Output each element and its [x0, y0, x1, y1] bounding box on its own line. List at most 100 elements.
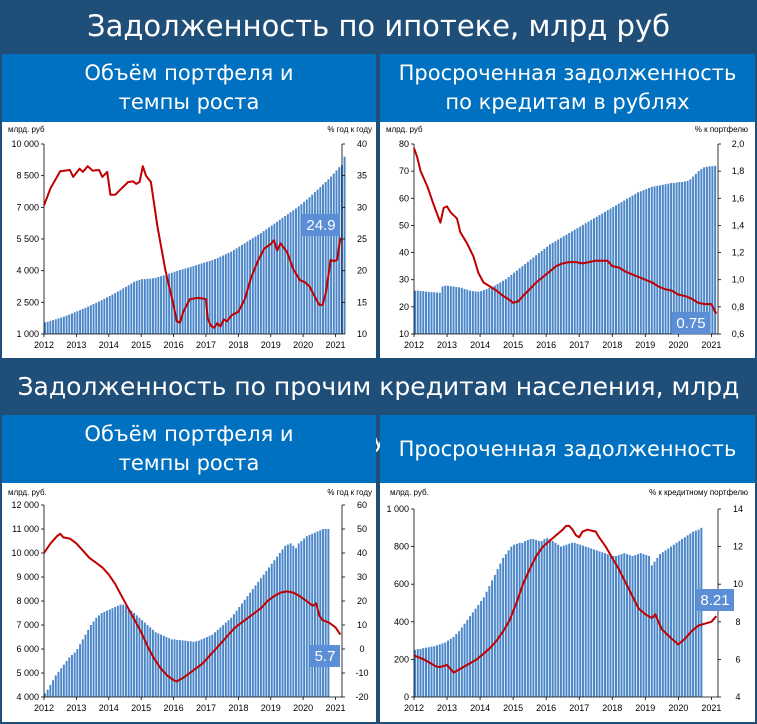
bar	[513, 544, 516, 697]
bar	[427, 647, 430, 697]
bar	[184, 640, 187, 697]
bar	[664, 184, 667, 334]
x-tick-label: 2013	[66, 340, 86, 350]
x-tick-label: 2021	[326, 340, 346, 350]
other-loans-section-title: Задолженность по прочим кредитам населен…	[0, 361, 757, 453]
left-axis-unit: млрд. руб.	[390, 488, 429, 497]
bar	[130, 610, 133, 697]
bar	[138, 617, 141, 697]
bar	[518, 542, 521, 697]
bar	[592, 218, 595, 334]
bar	[197, 640, 200, 697]
panel-4-header: Просроченная задолженность	[380, 415, 755, 483]
bar	[604, 553, 606, 697]
bar	[683, 181, 686, 334]
x-tick-label: 2021	[701, 703, 721, 713]
bar	[84, 634, 87, 697]
bar	[653, 561, 656, 697]
bar	[485, 591, 488, 697]
x-tick-label: 2016	[164, 703, 184, 713]
bar	[637, 554, 640, 697]
bar	[546, 246, 549, 334]
x-tick-label: 2018	[228, 703, 248, 713]
bar	[469, 290, 472, 334]
bar	[52, 680, 55, 697]
right-axis-unit: % к кредитному портфелю	[649, 488, 748, 497]
bar	[300, 204, 303, 334]
bar	[557, 544, 560, 697]
bar	[108, 609, 111, 697]
bar	[243, 599, 246, 697]
bar	[238, 607, 241, 697]
bar	[460, 627, 463, 697]
bar	[165, 637, 168, 697]
bar	[416, 649, 419, 697]
bar	[477, 291, 480, 334]
bar	[214, 632, 216, 697]
bar	[419, 649, 422, 697]
bar	[482, 597, 485, 697]
bar	[79, 310, 82, 334]
bar	[62, 664, 65, 697]
bar	[579, 544, 582, 697]
bar	[289, 212, 292, 334]
bar	[54, 675, 57, 697]
bar	[143, 622, 146, 697]
bar	[308, 197, 311, 334]
x-tick-label: 2020	[293, 340, 313, 350]
x-tick-label: 2014	[470, 340, 490, 350]
x-tick-label: 2016	[536, 703, 556, 713]
bar	[227, 620, 230, 697]
bar	[211, 634, 214, 697]
panel-2-header: Просроченная задолженность по кредитам в…	[380, 54, 755, 122]
bar	[526, 261, 529, 334]
bar	[300, 541, 303, 697]
growth-line	[43, 532, 342, 683]
right-tick-label: 20	[357, 266, 367, 276]
bar	[81, 639, 84, 697]
bar	[686, 535, 689, 697]
left-tick-label: 12 000	[11, 500, 39, 510]
bar	[648, 556, 651, 697]
panel-2-header-line-2: по кредитам в рублях	[445, 90, 690, 114]
bar	[184, 268, 187, 334]
bar	[313, 192, 316, 334]
panel-4-header-line-1: Просроченная задолженность	[398, 436, 737, 461]
bar	[540, 540, 543, 697]
bar	[111, 608, 114, 697]
left-tick-label: 80	[399, 139, 409, 149]
right-tick-label: 8	[735, 617, 740, 627]
bar	[57, 671, 60, 697]
bar	[73, 652, 76, 697]
bar	[573, 229, 576, 334]
bar	[422, 648, 425, 697]
bar	[587, 221, 590, 334]
bar	[543, 539, 546, 697]
bar	[189, 266, 192, 334]
bar	[554, 241, 557, 334]
bar	[455, 634, 458, 697]
bar	[485, 289, 488, 334]
value-badge	[696, 589, 734, 611]
x-tick-label: 2014	[99, 703, 119, 713]
x-tick-label: 2016	[164, 340, 184, 350]
bar	[46, 321, 49, 334]
bar	[493, 285, 496, 334]
bar	[612, 206, 615, 334]
bar	[249, 592, 252, 697]
bar	[642, 190, 645, 334]
bar	[278, 219, 281, 334]
bar	[444, 285, 447, 334]
right-tick-label: 35	[357, 171, 367, 181]
value-badge	[302, 214, 340, 236]
value-badge-label: 8.21	[700, 592, 729, 609]
bar	[419, 291, 422, 334]
right-tick-label: 60	[357, 500, 367, 510]
right-tick-label: 0,6	[732, 329, 745, 339]
chart-other-portfolio-svg: млрд. руб. % год к году 4 000 5 000 6 000 7 0…	[8, 488, 372, 713]
bar	[637, 192, 640, 334]
bar	[529, 259, 532, 334]
bar	[595, 550, 598, 697]
bar	[543, 248, 546, 334]
bar	[694, 173, 697, 334]
